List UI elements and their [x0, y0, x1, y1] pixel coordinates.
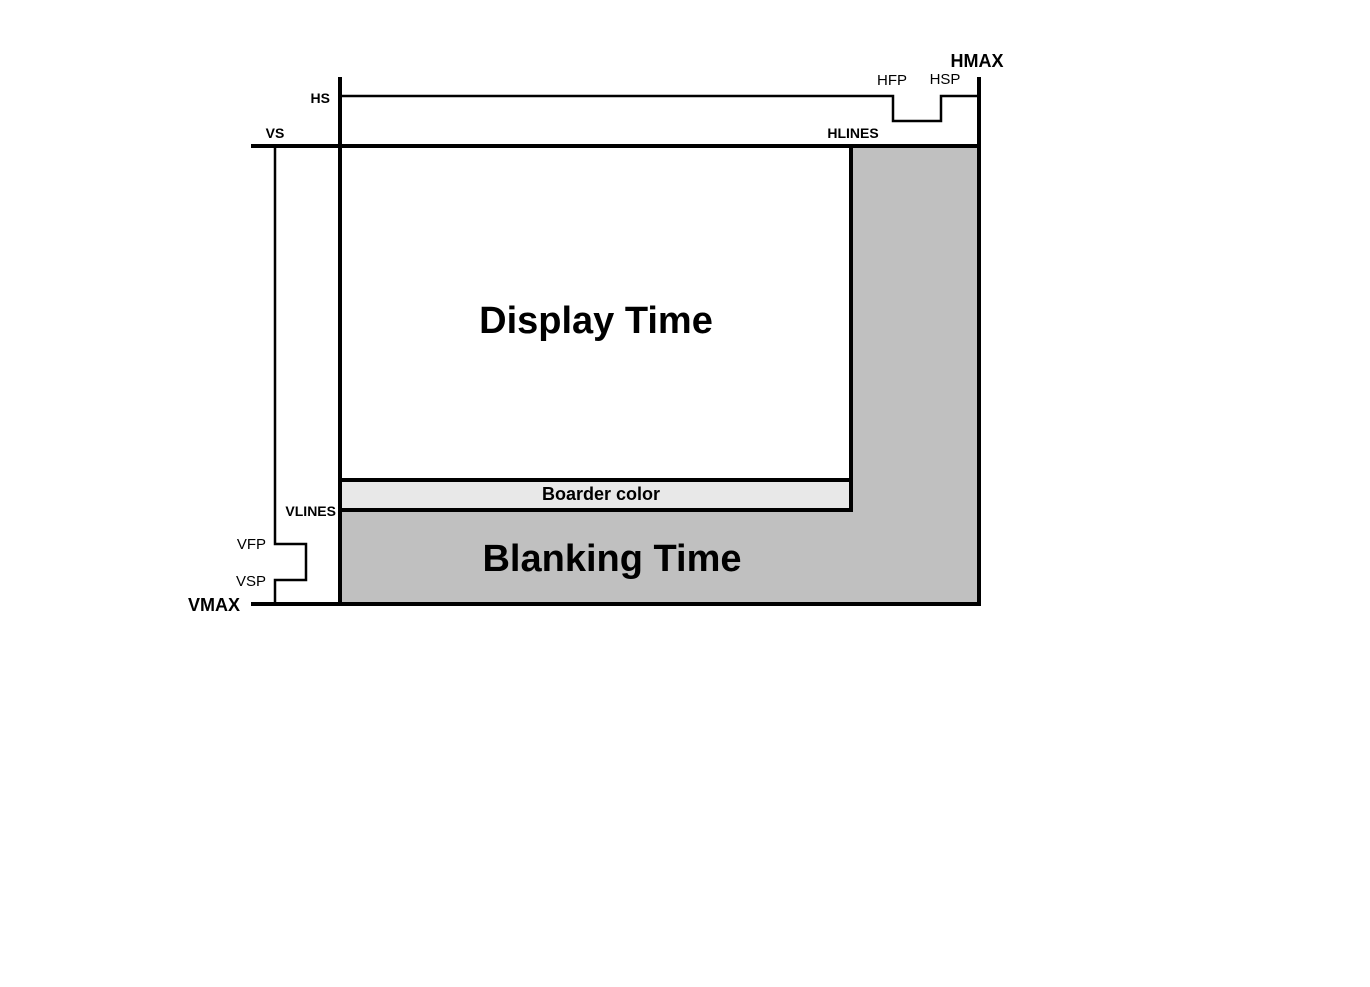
display-time-region — [340, 146, 851, 480]
border-color-band — [340, 480, 851, 510]
vsp-label: VSP — [236, 573, 266, 590]
hlines-label: HLINES — [827, 125, 878, 141]
hs-label: HS — [311, 90, 330, 106]
vmax-label: VMAX — [188, 595, 240, 615]
vs-label: VS — [266, 125, 285, 141]
vs-waveform — [273, 146, 308, 604]
blanking-time-label: Blanking Time — [482, 538, 741, 580]
hs-waveform — [340, 94, 979, 123]
display-time-label: Display Time — [479, 300, 713, 342]
frame-lines — [251, 77, 981, 606]
hfp-label: HFP — [877, 72, 907, 89]
hmax-label: HMAX — [951, 51, 1004, 71]
hsp-label: HSP — [930, 71, 961, 88]
vlines-label: VLINES — [285, 503, 336, 519]
border-color-label: Boarder color — [542, 484, 660, 504]
vfp-label: VFP — [237, 536, 266, 553]
